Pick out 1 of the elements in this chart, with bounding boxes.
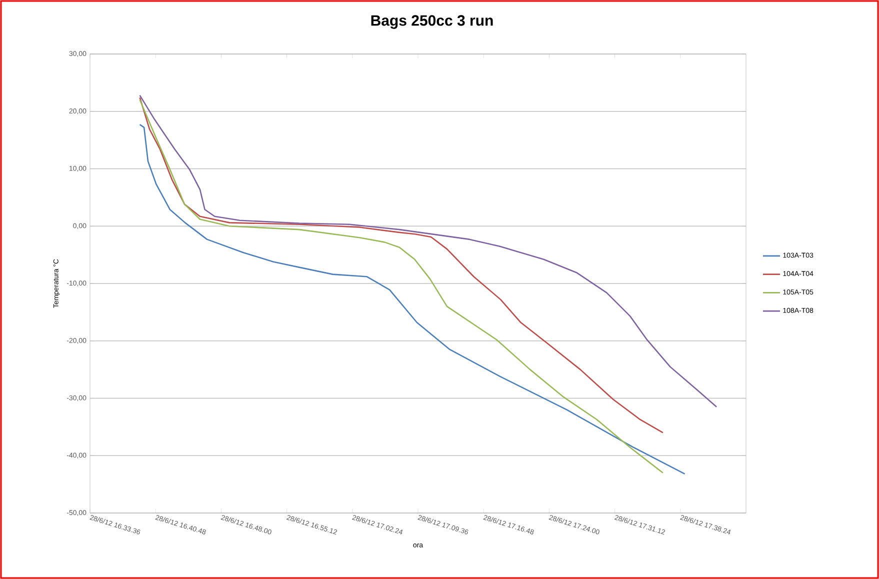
chart-title: Bags 250cc 3 run <box>371 15 493 29</box>
